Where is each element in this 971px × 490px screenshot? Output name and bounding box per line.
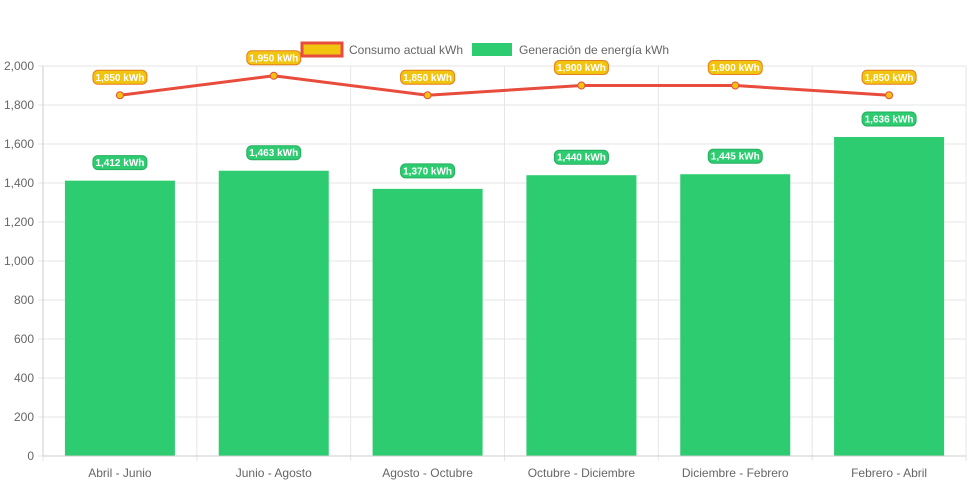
line-value-label-text: 1,950 kWh	[249, 53, 298, 64]
bar[interactable]	[372, 188, 483, 456]
x-tick-label: Diciembre - Febrero	[682, 466, 789, 480]
legend-swatch-consumo	[300, 41, 344, 58]
legend-label-consumo: Consumo actual kWh	[349, 43, 463, 57]
line-value-label-text: 1,900 kWh	[711, 63, 760, 74]
x-tick-label: Agosto - Octubre	[382, 466, 473, 480]
x-tick-label: Junio - Agosto	[236, 466, 312, 480]
bar[interactable]	[218, 170, 329, 456]
line-point[interactable]	[577, 81, 586, 90]
bar-value-label: 1,463 kWh	[246, 145, 302, 161]
grid-layer	[38, 65, 967, 461]
bar[interactable]	[680, 174, 791, 456]
y-tick-label: 1,400	[4, 176, 34, 190]
line-layer	[115, 71, 894, 100]
legend-item-consumo[interactable]: Consumo actual kWh	[300, 41, 463, 58]
line-series	[119, 74, 890, 97]
bar-value-label-text: 1,463 kWh	[249, 148, 298, 159]
line-value-label: 1,900 kWh	[553, 60, 609, 75]
line-value-label: 1,850 kWh	[92, 69, 148, 85]
data-labels-layer: 1,412 kWh 1,463 kWh 1,370 kWh 1,440 kWh 1,44…	[92, 50, 917, 179]
bar-value-label-bg	[92, 155, 148, 171]
line-value-label-bg	[707, 60, 763, 75]
bar-value-label-text: 1,370 kWh	[403, 166, 452, 177]
y-tick-label: 600	[14, 332, 34, 346]
line-value-label: 1,850 kWh	[400, 69, 456, 85]
line-value-label-bg	[246, 50, 302, 66]
bars-layer	[64, 136, 945, 457]
y-tick-label: 800	[14, 293, 34, 307]
x-tick-label: Febrero - Abril	[851, 466, 927, 480]
legend-label-generacion: Generación de energía kWh	[519, 43, 669, 57]
bar[interactable]	[526, 175, 637, 456]
bar-value-label-text: 1,445 kWh	[711, 152, 760, 163]
line-point[interactable]	[885, 91, 894, 100]
bar-value-label-bg	[400, 163, 456, 179]
line-value-label: 1,850 kWh	[861, 69, 917, 85]
bar[interactable]	[64, 180, 175, 456]
line-value-label: 1,900 kWh	[707, 60, 763, 75]
y-tick-label: 200	[14, 410, 34, 424]
line-value-label: 1,950 kWh	[246, 50, 302, 66]
x-tick-label: Abril - Junio	[88, 466, 152, 480]
line-point[interactable]	[269, 71, 278, 80]
y-tick-label: 1,800	[4, 98, 34, 112]
line-value-label-bg	[861, 69, 917, 85]
line-value-label-bg	[92, 69, 148, 85]
bar-value-label-text: 1,440 kWh	[557, 153, 606, 164]
y-tick-label: 1,200	[4, 215, 34, 229]
bar-value-label: 1,412 kWh	[92, 155, 148, 171]
legend-swatch-generacion	[472, 43, 512, 56]
bar-value-label-bg	[553, 149, 609, 165]
y-tick-label: 400	[14, 371, 34, 385]
bar-value-label: 1,636 kWh	[861, 111, 917, 127]
bar-value-label: 1,370 kWh	[400, 163, 456, 179]
bar-value-label-text: 1,412 kWh	[95, 158, 144, 169]
bar-value-label-text: 1,636 kWh	[865, 114, 914, 125]
bar-value-label-bg	[707, 148, 763, 164]
x-tick-label: Octubre - Diciembre	[528, 466, 636, 480]
bar-value-label: 1,440 kWh	[553, 149, 609, 165]
line-point[interactable]	[115, 91, 124, 100]
axes-layer: 0 200 400 600 800 1,000 1,200 1,400 1,600 1,800 2,…	[4, 59, 966, 480]
bar-value-label-bg	[861, 111, 917, 127]
line-value-label-text: 1,900 kWh	[557, 63, 606, 74]
bar-value-label-bg	[246, 145, 302, 161]
y-tick-label: 0	[27, 449, 34, 463]
line-value-label-bg	[553, 60, 609, 75]
line-value-label-text: 1,850 kWh	[403, 73, 452, 84]
y-tick-label: 2,000	[4, 59, 34, 73]
legend[interactable]: Consumo actual kWh Generación de energía …	[300, 41, 669, 58]
y-tick-label: 1,000	[4, 254, 34, 268]
line-value-label-bg	[400, 69, 456, 85]
y-tick-label: 1,600	[4, 137, 34, 151]
line-point[interactable]	[423, 91, 432, 100]
legend-item-generacion[interactable]: Generación de energía kWh	[472, 43, 669, 57]
bar-value-label: 1,445 kWh	[707, 148, 763, 164]
line-value-label-text: 1,850 kWh	[95, 73, 144, 84]
line-point[interactable]	[731, 81, 740, 90]
bar[interactable]	[834, 136, 945, 457]
line-value-label-text: 1,850 kWh	[865, 73, 914, 84]
